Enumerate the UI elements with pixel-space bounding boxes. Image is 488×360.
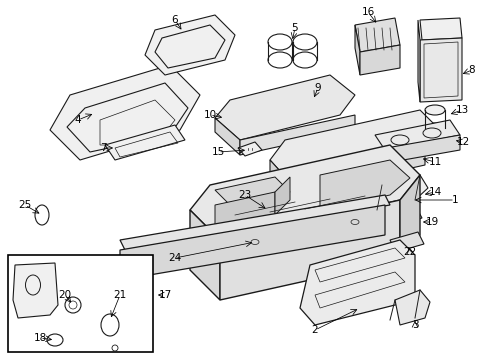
Text: 14: 14 — [427, 187, 441, 197]
Polygon shape — [190, 210, 220, 300]
Polygon shape — [215, 177, 289, 205]
Polygon shape — [240, 115, 354, 155]
Text: 3: 3 — [411, 320, 417, 330]
Text: 17: 17 — [158, 290, 171, 300]
Polygon shape — [399, 175, 419, 260]
Text: 22: 22 — [403, 247, 416, 257]
Polygon shape — [379, 205, 421, 230]
Text: 23: 23 — [238, 190, 251, 200]
Text: 20: 20 — [59, 290, 71, 300]
Text: 4: 4 — [75, 115, 81, 125]
Polygon shape — [220, 200, 399, 300]
Polygon shape — [305, 88, 337, 110]
Polygon shape — [190, 145, 419, 240]
Polygon shape — [215, 118, 240, 155]
Text: 18: 18 — [33, 333, 46, 343]
Polygon shape — [417, 20, 419, 102]
Text: 1: 1 — [451, 195, 457, 205]
Text: 2: 2 — [311, 325, 318, 335]
Text: 25: 25 — [19, 200, 32, 210]
Bar — [8, 255, 153, 352]
Text: 13: 13 — [454, 105, 468, 115]
Text: 8: 8 — [468, 65, 474, 75]
Polygon shape — [50, 65, 200, 160]
Polygon shape — [354, 18, 399, 52]
Text: 24: 24 — [168, 253, 181, 263]
Polygon shape — [238, 142, 262, 156]
Polygon shape — [274, 177, 289, 215]
Text: 15: 15 — [211, 147, 224, 157]
Text: 9: 9 — [314, 83, 321, 93]
Polygon shape — [215, 75, 354, 140]
Polygon shape — [354, 25, 359, 75]
Polygon shape — [269, 160, 289, 195]
Polygon shape — [289, 152, 424, 195]
Polygon shape — [105, 125, 184, 160]
Text: 7: 7 — [100, 143, 106, 153]
Text: 5: 5 — [291, 23, 298, 33]
Polygon shape — [374, 135, 459, 165]
Polygon shape — [215, 192, 274, 228]
Polygon shape — [419, 38, 461, 102]
Text: 16: 16 — [361, 7, 374, 17]
Polygon shape — [145, 15, 235, 75]
Polygon shape — [299, 240, 414, 325]
Text: 21: 21 — [113, 290, 126, 300]
Text: 19: 19 — [425, 217, 438, 227]
Polygon shape — [376, 175, 427, 210]
Polygon shape — [394, 290, 429, 325]
Ellipse shape — [424, 105, 444, 115]
Polygon shape — [319, 160, 409, 210]
Text: 6: 6 — [171, 15, 178, 25]
Polygon shape — [389, 232, 423, 252]
Polygon shape — [13, 263, 58, 318]
Polygon shape — [269, 110, 439, 182]
Polygon shape — [374, 120, 459, 150]
Polygon shape — [120, 195, 389, 250]
Text: 11: 11 — [427, 157, 441, 167]
Polygon shape — [359, 45, 399, 75]
Polygon shape — [419, 18, 461, 40]
Text: 12: 12 — [455, 137, 468, 147]
Text: 10: 10 — [203, 110, 216, 120]
Polygon shape — [120, 205, 384, 280]
